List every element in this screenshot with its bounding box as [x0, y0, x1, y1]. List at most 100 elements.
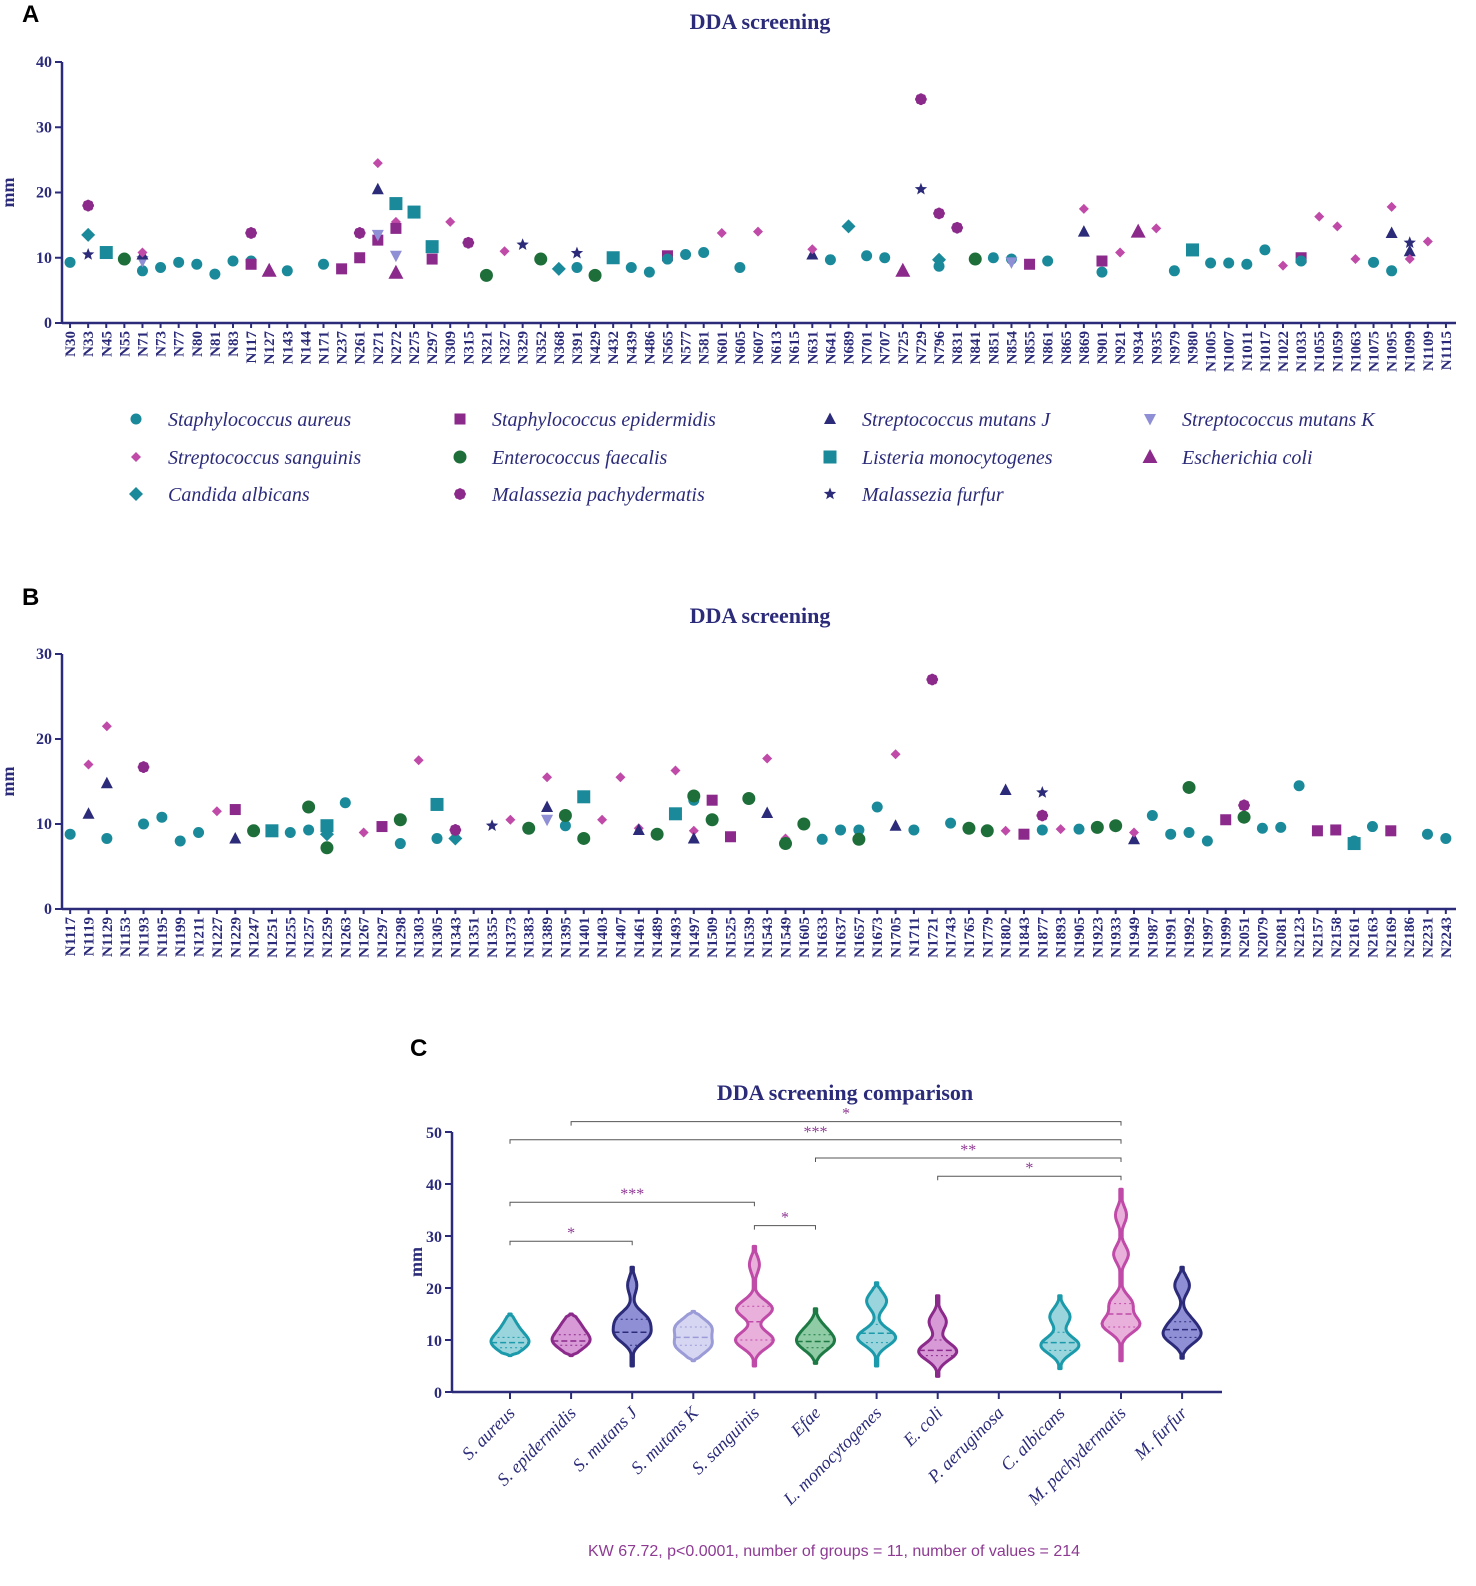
data-point	[1440, 832, 1452, 844]
data-point	[1293, 780, 1305, 792]
x-tick-label: N1549	[779, 917, 795, 958]
violin-body	[489, 1312, 531, 1358]
x-tick-label: N1373	[503, 917, 519, 958]
violin	[856, 1281, 898, 1368]
x-tick-label: N1461	[632, 917, 648, 958]
data-point	[541, 814, 554, 827]
panel-b-letter: B	[22, 584, 39, 611]
x-tick-label: N81	[208, 331, 224, 357]
data-point	[835, 824, 847, 836]
data-point	[1205, 257, 1217, 269]
data-point	[281, 265, 293, 277]
x-tick-label: N1401	[577, 917, 593, 958]
data-point	[1347, 837, 1361, 851]
x-tick-label: N581	[697, 331, 713, 364]
legend-marker	[824, 412, 836, 424]
x-tick-label: N1923	[1090, 917, 1106, 958]
x-tick-label: N1407	[613, 917, 629, 958]
legend-marker	[129, 487, 143, 501]
x-tick-label: N261	[353, 331, 369, 364]
data-point	[1018, 828, 1030, 840]
data-point	[915, 93, 927, 106]
x-tick-label: N865	[1059, 331, 1075, 364]
x-tick-label: N1403	[595, 917, 611, 958]
significance-label: *	[842, 1106, 850, 1123]
category-label: Efae	[786, 1403, 824, 1441]
legend-label: Streptococcus sanguinis	[168, 447, 361, 469]
data-point	[64, 256, 76, 268]
data-point	[499, 246, 510, 257]
category-label: E. coli	[898, 1403, 946, 1451]
y-tick-label: 30	[36, 646, 52, 663]
x-tick-label: N1355	[485, 917, 501, 958]
x-tick-label: N1199	[173, 917, 189, 957]
x-tick-label: N1673	[870, 917, 886, 958]
data-point	[227, 255, 239, 267]
x-tick-label: N1263	[338, 917, 354, 958]
x-tick-label: N171	[317, 331, 333, 364]
x-tick-label: N1721	[925, 917, 941, 958]
data-point	[1275, 821, 1287, 833]
x-tick-label: N271	[371, 331, 387, 364]
data-point	[393, 813, 407, 827]
data-point	[570, 246, 584, 259]
data-point	[82, 807, 95, 819]
x-tick-label: N45	[99, 331, 115, 357]
violin	[1100, 1187, 1142, 1363]
y-axis-label: mm	[406, 1247, 426, 1277]
x-tick-label: N1095	[1385, 331, 1401, 372]
x-tick-label: N1525	[723, 917, 739, 958]
x-tick-label: N329	[516, 331, 532, 364]
x-tick-label: N2157	[1310, 917, 1326, 958]
data-point	[999, 783, 1012, 795]
y-tick-label: 10	[36, 250, 52, 267]
violin-body	[1161, 1265, 1203, 1360]
x-tick-label: N71	[135, 331, 151, 357]
data-point	[1259, 244, 1271, 256]
data-point	[861, 250, 873, 262]
data-point	[1096, 266, 1108, 278]
data-point	[706, 794, 718, 806]
data-point	[558, 809, 572, 822]
x-tick-label: N117	[244, 331, 260, 364]
data-point	[229, 804, 241, 816]
x-tick-label: N901	[1095, 331, 1111, 364]
x-tick-label: N1267	[357, 917, 373, 958]
significance-label: ***	[804, 1124, 828, 1141]
legend-marker	[1144, 414, 1156, 426]
panel-b-title: DDA screening	[690, 603, 831, 628]
data-point	[229, 831, 242, 844]
data-point	[193, 827, 205, 838]
data-point	[807, 244, 818, 255]
x-tick-label: N1765	[962, 917, 978, 958]
x-tick-label: N1259	[320, 917, 336, 958]
legend-label: Staphylococcus epidermidis	[492, 409, 716, 431]
legend-item: Streptococcus sanguinis	[131, 447, 361, 469]
data-point	[945, 817, 957, 829]
data-point	[100, 776, 113, 789]
x-tick-label: N432	[606, 331, 622, 364]
legend-marker	[1142, 449, 1158, 463]
legend-marker	[823, 450, 837, 464]
panel-a-title: DDA screening	[690, 9, 831, 34]
significance-label: *	[1025, 1160, 1033, 1177]
data-point	[962, 821, 976, 835]
violin-body	[795, 1307, 836, 1365]
x-tick-label: N869	[1077, 331, 1093, 364]
data-point	[1165, 828, 1177, 840]
x-tick-label: N80	[190, 331, 206, 357]
data-point	[390, 222, 402, 234]
data-point	[82, 199, 95, 212]
legend-item: Staphylococcus epidermidis	[454, 409, 716, 431]
x-tick-label: N1493	[668, 917, 684, 958]
panel-c-title: DDA screening comparison	[717, 1080, 973, 1105]
data-point	[853, 824, 865, 836]
violin-body	[917, 1294, 959, 1378]
data-point	[705, 813, 719, 827]
legend-label: Streptococcus mutans K	[1182, 409, 1376, 431]
x-tick-label: N1843	[1017, 917, 1033, 958]
x-tick-label: N77	[172, 331, 188, 357]
data-point	[137, 247, 148, 258]
violin	[489, 1312, 531, 1358]
